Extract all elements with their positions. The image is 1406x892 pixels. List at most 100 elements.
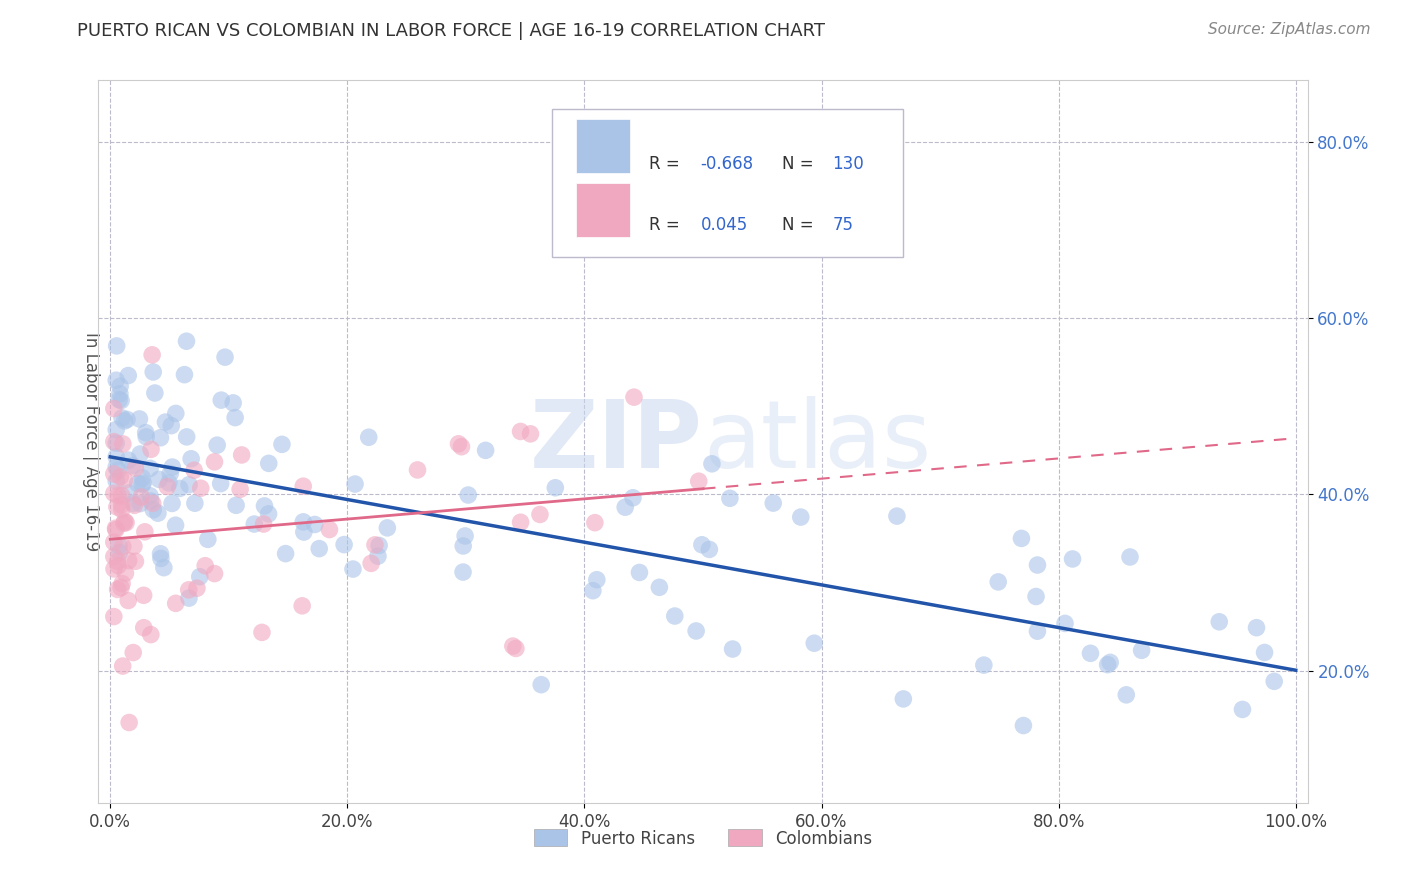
Point bbox=[292, 524, 315, 539]
Point bbox=[142, 365, 165, 379]
Point bbox=[474, 443, 496, 458]
Point bbox=[108, 545, 131, 559]
Point bbox=[105, 500, 128, 514]
Point bbox=[124, 554, 146, 568]
Point bbox=[450, 440, 472, 454]
Point bbox=[252, 516, 274, 531]
Text: -0.668: -0.668 bbox=[700, 154, 754, 172]
Point bbox=[447, 437, 470, 451]
Text: ZIP: ZIP bbox=[530, 395, 703, 488]
Point bbox=[103, 486, 125, 500]
Point bbox=[628, 566, 651, 580]
Point bbox=[257, 456, 280, 470]
Point bbox=[108, 539, 131, 553]
Point bbox=[803, 636, 825, 650]
Point bbox=[204, 455, 226, 469]
Point bbox=[105, 459, 128, 474]
Point bbox=[114, 414, 136, 428]
Point bbox=[1053, 616, 1076, 631]
Text: R =: R = bbox=[648, 216, 685, 234]
Point bbox=[132, 476, 155, 491]
Point bbox=[690, 538, 713, 552]
Point bbox=[1026, 624, 1049, 639]
Point bbox=[103, 434, 125, 449]
Point bbox=[139, 627, 162, 641]
Point bbox=[104, 523, 127, 537]
Text: atlas: atlas bbox=[703, 395, 931, 488]
Point bbox=[1119, 549, 1142, 564]
Text: PUERTO RICAN VS COLOMBIAN IN LABOR FORCE | AGE 16-19 CORRELATION CHART: PUERTO RICAN VS COLOMBIAN IN LABOR FORCE… bbox=[77, 22, 825, 40]
Point bbox=[129, 447, 152, 461]
Point bbox=[141, 348, 163, 362]
Point bbox=[142, 503, 165, 517]
Point bbox=[131, 471, 153, 485]
Text: R =: R = bbox=[648, 154, 685, 172]
Point bbox=[110, 470, 132, 484]
Point bbox=[1080, 646, 1102, 660]
Point bbox=[292, 479, 315, 493]
Point bbox=[122, 496, 145, 510]
Point bbox=[519, 426, 541, 441]
Point bbox=[180, 451, 202, 466]
Point bbox=[502, 639, 524, 653]
Point bbox=[375, 521, 398, 535]
Point bbox=[204, 566, 226, 581]
Point bbox=[621, 491, 644, 505]
Point bbox=[108, 386, 131, 401]
Point bbox=[162, 460, 184, 475]
Point bbox=[1012, 718, 1035, 732]
Point bbox=[153, 560, 176, 574]
Point bbox=[222, 396, 245, 410]
Point bbox=[367, 549, 389, 563]
Point bbox=[142, 496, 165, 510]
Point bbox=[112, 516, 135, 531]
Point bbox=[149, 551, 172, 566]
Point bbox=[257, 507, 280, 521]
Point bbox=[177, 477, 200, 491]
Point bbox=[111, 659, 134, 673]
Point bbox=[1025, 590, 1047, 604]
Point bbox=[155, 415, 177, 429]
Point bbox=[114, 473, 136, 487]
Bar bbox=[576, 183, 630, 236]
Point bbox=[107, 554, 129, 568]
Point bbox=[108, 379, 131, 393]
Point bbox=[111, 437, 134, 451]
Point bbox=[117, 453, 139, 467]
Point bbox=[886, 509, 908, 524]
Point bbox=[1115, 688, 1137, 702]
Point bbox=[135, 425, 157, 440]
Point bbox=[105, 450, 128, 464]
Point bbox=[368, 538, 391, 552]
Point bbox=[124, 461, 146, 475]
Point bbox=[544, 481, 567, 495]
Point bbox=[103, 401, 125, 416]
Point bbox=[134, 524, 156, 539]
Point bbox=[105, 436, 128, 450]
Point bbox=[104, 521, 127, 535]
Point bbox=[292, 515, 315, 529]
Point bbox=[131, 477, 153, 491]
Point bbox=[157, 475, 180, 490]
Point bbox=[107, 558, 129, 573]
Point bbox=[186, 581, 208, 595]
Point bbox=[177, 591, 200, 606]
Point bbox=[1253, 645, 1275, 659]
Point bbox=[457, 488, 479, 502]
Point bbox=[271, 437, 294, 451]
Point bbox=[718, 491, 741, 506]
Point bbox=[176, 334, 198, 349]
Point bbox=[139, 461, 162, 475]
Point bbox=[973, 658, 995, 673]
Text: 130: 130 bbox=[832, 154, 865, 172]
Point bbox=[108, 392, 131, 407]
Point bbox=[105, 339, 128, 353]
Point bbox=[509, 425, 531, 439]
Point bbox=[105, 474, 128, 488]
Point bbox=[132, 588, 155, 602]
Point bbox=[139, 442, 162, 457]
Point bbox=[121, 458, 143, 473]
Point bbox=[891, 692, 914, 706]
Point bbox=[1130, 643, 1153, 657]
Point bbox=[1010, 532, 1032, 546]
